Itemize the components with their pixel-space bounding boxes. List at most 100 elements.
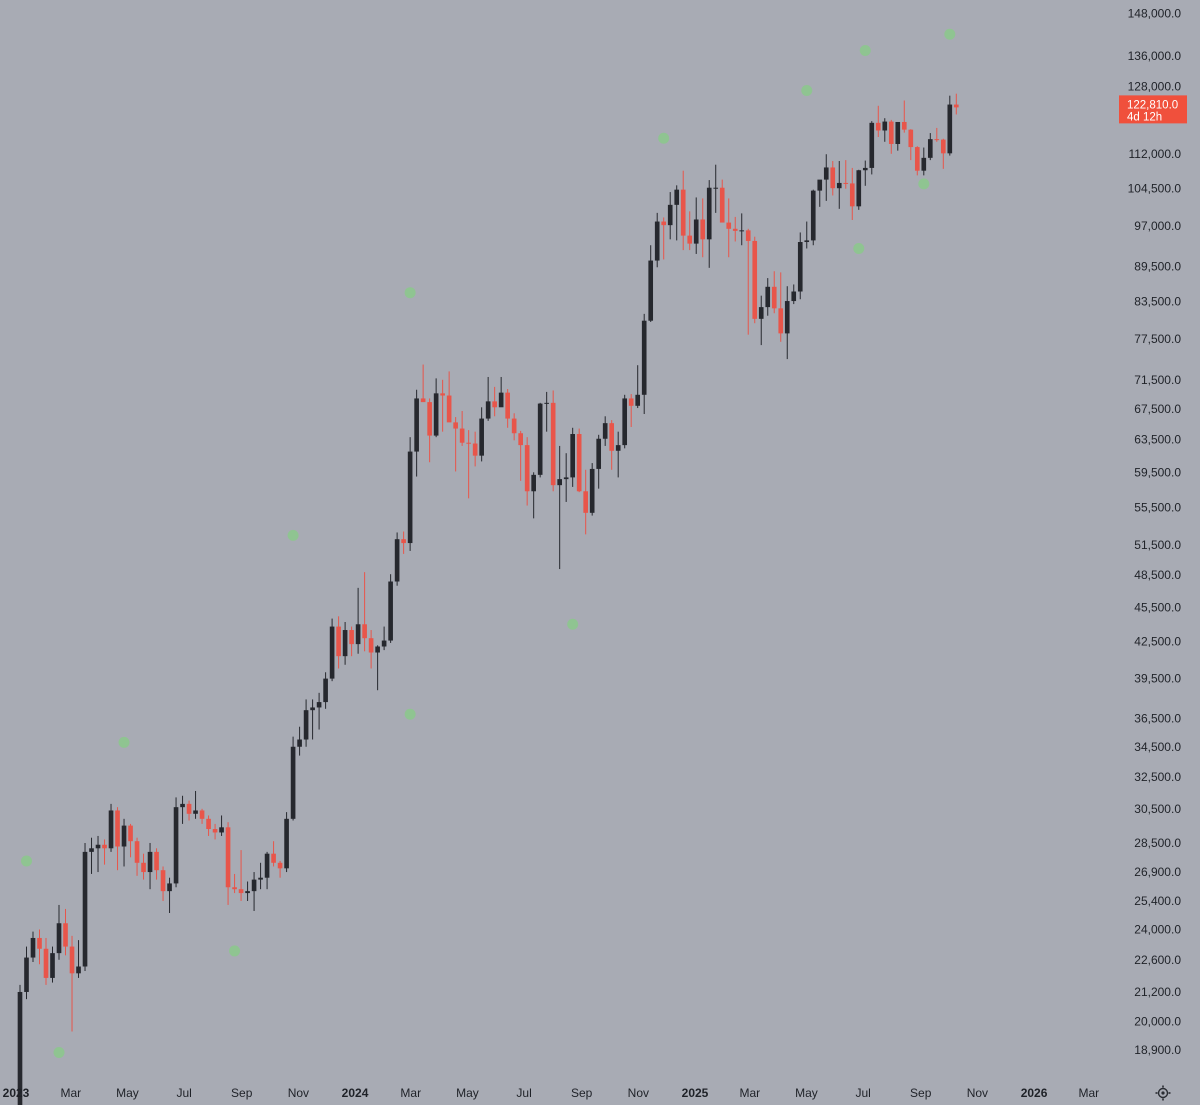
candle: [641, 313, 647, 415]
x-tick-label: Mar: [739, 1086, 760, 1100]
candle: [466, 430, 471, 499]
candle: [173, 797, 179, 888]
candle-body: [310, 707, 315, 711]
candle: [251, 872, 257, 911]
candle: [914, 146, 920, 176]
x-tick-label: May: [795, 1086, 818, 1100]
candle-body: [667, 204, 673, 226]
candle: [245, 881, 250, 901]
candle: [297, 726, 302, 756]
settings-icon[interactable]: [1155, 1085, 1171, 1101]
candle-body: [128, 825, 133, 842]
candle-body: [895, 121, 901, 144]
candle-body: [440, 393, 445, 396]
y-tick-label: 104,500.0: [1128, 182, 1182, 196]
y-tick-label: 24,000.0: [1134, 923, 1181, 937]
candle: [596, 434, 602, 489]
candle-body: [89, 848, 94, 852]
candle-body: [726, 222, 732, 229]
candle: [388, 574, 393, 643]
candle: [440, 379, 445, 432]
candle: [563, 453, 569, 502]
candle: [459, 411, 465, 446]
candle: [537, 402, 543, 478]
candle: [394, 532, 400, 586]
y-tick-label: 42,500.0: [1134, 635, 1181, 649]
candle-body: [765, 286, 771, 308]
candle: [518, 430, 523, 481]
y-tick-label: 22,600.0: [1134, 953, 1181, 967]
candle-body: [141, 862, 146, 873]
candle-body: [30, 937, 36, 958]
y-tick-label: 77,500.0: [1134, 332, 1181, 346]
candle: [472, 431, 478, 467]
candle: [693, 197, 699, 254]
candle: [745, 228, 751, 335]
candle-body: [466, 442, 471, 444]
candle-body: [732, 228, 738, 231]
candle-body: [856, 170, 862, 207]
candle-body: [433, 393, 439, 436]
candle: [76, 940, 81, 978]
y-tick-label: 18,900.0: [1134, 1043, 1181, 1057]
candle: [810, 189, 816, 246]
price-badge-value: 122,810.0: [1127, 99, 1178, 111]
candle: [843, 160, 849, 189]
candle: [778, 272, 784, 342]
candle: [167, 877, 172, 913]
candle-body: [316, 702, 322, 708]
candle: [602, 416, 608, 446]
candle: [901, 100, 907, 133]
candle: [485, 376, 491, 421]
candle-body: [368, 638, 374, 653]
candle: [680, 170, 686, 251]
candle-body: [193, 810, 198, 814]
candle-body: [82, 851, 88, 967]
candle-body: [355, 624, 361, 645]
candle: [953, 93, 959, 115]
candle-body: [583, 491, 589, 513]
candle: [284, 812, 289, 873]
candle-body: [635, 394, 641, 406]
x-axis[interactable]: 2023 Mar May Jul Sep Nov 2024 Mar May Jul Sep Nov 20…: [3, 1086, 1100, 1100]
candle: [238, 850, 244, 901]
candle-body: [615, 445, 621, 451]
current-price-badge: 122,810.0 4d 12h: [1119, 95, 1187, 124]
candle: [24, 946, 29, 1000]
candle: [791, 284, 797, 305]
candle: [134, 837, 140, 876]
signal-dot: [918, 178, 930, 190]
candle: [934, 127, 940, 142]
candle-body: [505, 392, 510, 419]
candle-body: [232, 887, 237, 890]
candle: [108, 803, 114, 852]
x-tick-label: Jul: [516, 1086, 531, 1100]
candle-body: [381, 640, 387, 647]
y-tick-label: 148,000.0: [1128, 6, 1182, 20]
candle: [687, 211, 693, 251]
candle: [927, 133, 933, 161]
signal-dot: [853, 242, 865, 254]
candle-body: [63, 923, 68, 947]
candle: [219, 815, 224, 836]
candle-body: [524, 445, 530, 492]
candle-body: [43, 948, 49, 978]
candle-body: [531, 474, 536, 492]
candle-body: [284, 818, 289, 869]
candle: [648, 245, 654, 322]
y-axis[interactable]: 148,000.0 136,000.0 128,000.0 112,000.0 104,…: [1128, 6, 1182, 1056]
candle: [453, 417, 458, 472]
candle-body: [219, 827, 224, 833]
y-tick-label: 21,200.0: [1134, 985, 1181, 999]
candle: [888, 119, 894, 154]
candle-body: [934, 139, 940, 141]
candle-body: [427, 402, 432, 436]
y-tick-label: 63,500.0: [1134, 433, 1181, 447]
x-tick-label: Jul: [176, 1086, 191, 1100]
y-tick-label: 36,500.0: [1134, 711, 1181, 725]
candle: [381, 626, 387, 651]
signal-dot: [859, 44, 871, 56]
x-tick-label: May: [456, 1086, 479, 1100]
